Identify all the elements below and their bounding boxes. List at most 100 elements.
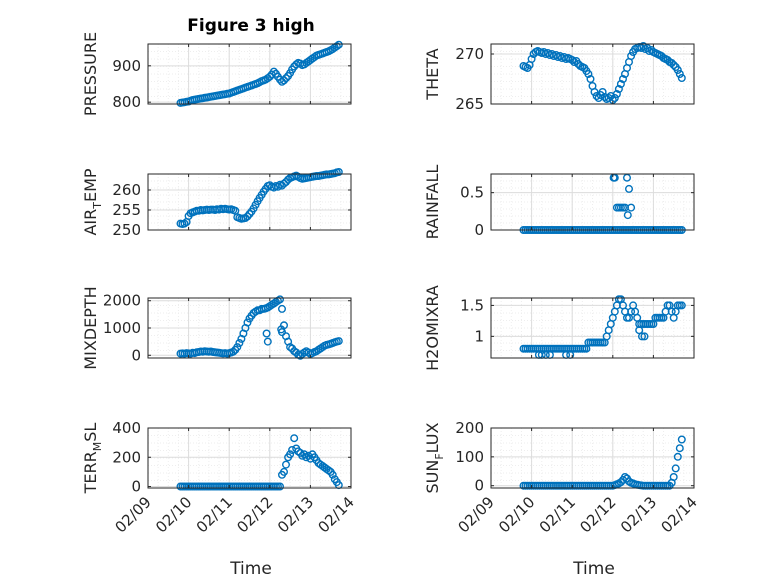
y-tick-label: 260 <box>112 181 141 199</box>
data-point <box>539 48 548 57</box>
data-point <box>233 343 242 352</box>
data-point <box>568 56 577 65</box>
data-point <box>269 67 278 76</box>
data-point <box>334 167 343 176</box>
data-point <box>280 76 289 85</box>
data-point <box>677 435 686 444</box>
data-point <box>243 318 252 327</box>
subplot-top-left: 800 900 PRESSURE <box>81 32 352 116</box>
data-point <box>584 69 593 78</box>
data-point <box>586 74 595 83</box>
data-series <box>519 435 686 490</box>
y-axis-label-subscript: F <box>433 453 446 459</box>
y-tick-label: 1.5 <box>460 296 484 314</box>
data-point <box>180 219 189 228</box>
y-tick-label: 400 <box>112 419 141 437</box>
data-point <box>284 175 293 184</box>
y-tick-label: 200 <box>455 419 484 437</box>
data-point <box>623 211 632 220</box>
y-tick-label: 0.5 <box>460 184 484 202</box>
data-point <box>334 337 343 346</box>
y-tick-label: 200 <box>112 448 141 466</box>
data-point <box>627 203 636 212</box>
data-point <box>552 51 561 60</box>
subplot-grid: 800 900 PRESSURE 265 270 THETA 250 255 260 AIRTEM… <box>81 32 701 536</box>
data-point <box>614 84 623 93</box>
y-tick-label: 265 <box>455 95 484 113</box>
data-series <box>176 167 343 228</box>
data-point <box>280 467 289 476</box>
subplot-top-right: 265 270 THETA <box>423 42 695 113</box>
data-point <box>635 326 644 335</box>
data-point <box>616 79 625 88</box>
data-point <box>616 478 625 487</box>
data-point <box>610 93 619 102</box>
data-point <box>547 50 556 59</box>
data-point <box>619 74 628 83</box>
figure-title: Figure 3 high <box>187 16 315 36</box>
data-point <box>235 339 244 348</box>
y-tick-label: 0 <box>131 346 141 364</box>
data-point <box>290 434 299 443</box>
data-point <box>278 304 287 313</box>
data-point <box>282 460 291 469</box>
data-point <box>527 55 536 64</box>
data-point <box>673 65 682 74</box>
y-tick-label: 255 <box>112 201 141 219</box>
data-point <box>543 49 552 58</box>
y-tick-label: 1 <box>474 327 484 345</box>
data-point <box>675 444 684 453</box>
y-axis-label-part: TERR <box>81 451 100 494</box>
data-point <box>241 213 250 222</box>
data-point <box>556 52 565 61</box>
data-point <box>592 91 601 100</box>
data-point <box>276 295 285 304</box>
subplot-mid-right: 0 0.5 RAINFALL <box>423 165 695 240</box>
data-point <box>669 61 678 70</box>
data-point <box>677 73 686 82</box>
axes-box <box>147 43 352 105</box>
data-point <box>282 177 291 186</box>
data-point <box>638 332 647 341</box>
data-point <box>332 42 341 51</box>
y-axis-label-part: SUN <box>423 460 442 494</box>
data-point <box>625 184 634 193</box>
data-point <box>627 52 636 61</box>
data-point <box>276 482 285 491</box>
y-tick-label: 0 <box>131 478 141 496</box>
data-point <box>612 89 621 98</box>
axes-box <box>147 427 352 489</box>
data-point <box>590 87 599 96</box>
subplot-lower-right: 1 1.5 H2OMIXRA <box>423 285 695 371</box>
data-point <box>229 347 238 356</box>
data-point <box>621 473 630 482</box>
data-point <box>667 59 676 68</box>
data-point <box>280 179 289 188</box>
y-axis-label-subscript: M <box>91 442 104 452</box>
y-axis-label-subscript: T <box>91 202 104 210</box>
data-point <box>265 72 274 81</box>
data-point <box>673 452 682 461</box>
y-tick-label: 100 <box>455 448 484 466</box>
y-tick-label: 0 <box>474 477 484 495</box>
y-tick-label: 1000 <box>103 319 141 337</box>
x-axis-label-left: Time <box>229 559 272 579</box>
y-tick-label: 270 <box>455 45 484 63</box>
y-axis-label: H2OMIXRA <box>423 285 442 371</box>
y-axis-label-part: LUX <box>423 422 442 453</box>
y-axis-label: RAINFALL <box>423 165 442 240</box>
data-point <box>640 332 649 341</box>
data-point <box>669 473 678 482</box>
data-series <box>176 40 343 107</box>
data-point <box>262 329 271 338</box>
axes-box <box>490 43 695 105</box>
y-axis-label: SUNFLUX <box>423 422 446 493</box>
data-series <box>176 295 343 360</box>
y-axis-label: THETA <box>423 48 442 100</box>
y-axis-label: AIRTEMP <box>81 168 104 235</box>
data-point <box>286 450 295 459</box>
data-point <box>328 470 337 479</box>
y-tick-label: 900 <box>112 57 141 75</box>
data-point <box>282 74 291 83</box>
